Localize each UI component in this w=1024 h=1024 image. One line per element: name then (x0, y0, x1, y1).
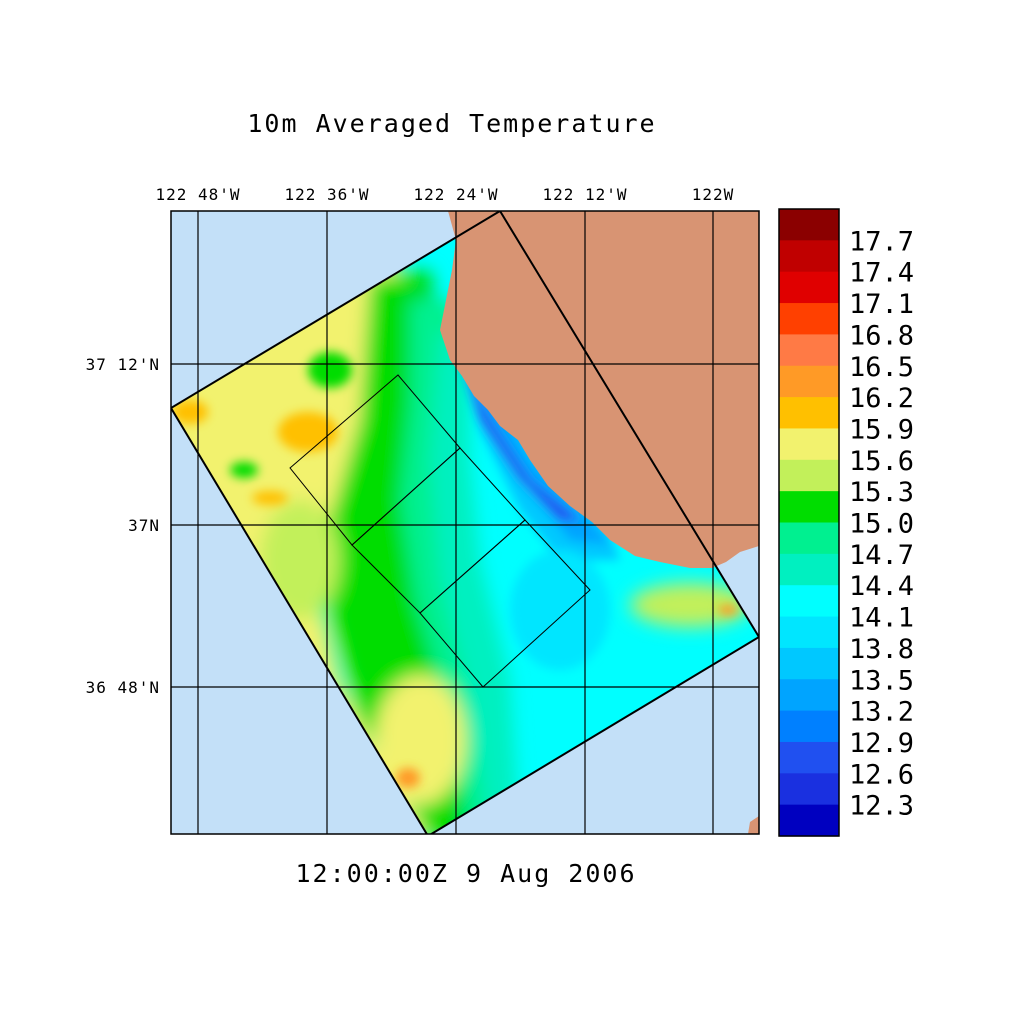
colorbar-swatch (779, 710, 839, 743)
colorbar-label: 12.6 (849, 759, 914, 790)
field-warm-patch-1 (278, 412, 338, 452)
colorbar-swatch (779, 491, 839, 524)
field-warm-patch-3 (252, 491, 288, 505)
colorbar-label: 16.5 (849, 352, 914, 383)
field-warm-patch-4 (396, 768, 420, 788)
field-cold-bay (510, 550, 610, 670)
colorbar-swatch (779, 459, 839, 492)
field-southern-warm (375, 675, 465, 805)
colorbar-swatch (779, 365, 839, 398)
lat-tick-label: 37 12'N (86, 355, 160, 374)
colorbar-swatch (779, 334, 839, 367)
land-mass-southeast (748, 816, 759, 834)
colorbar-label: 14.1 (849, 603, 914, 634)
colorbar-label: 15.9 (849, 415, 914, 446)
map-timestamp: 12:00:00Z 9 Aug 2006 (295, 859, 636, 888)
lon-tick-label: 122 24'W (413, 185, 498, 204)
colorbar-swatch (779, 428, 839, 461)
colorbar-swatch (779, 741, 839, 774)
lon-tick-label: 122 48'W (155, 185, 240, 204)
colorbar-label: 14.4 (849, 571, 914, 602)
colorbar-swatch (779, 773, 839, 806)
colorbar-swatch (779, 240, 839, 273)
nested-grid-boxes (289, 374, 591, 688)
lat-tick-label: 37N (128, 516, 160, 535)
colorbar-label: 15.6 (849, 446, 914, 477)
field-green-spot-2 (308, 352, 352, 388)
field-southeast-warm (630, 583, 750, 627)
colorbar-swatch (779, 397, 839, 430)
colorbar-swatch (779, 804, 839, 837)
colorbar-swatch (779, 616, 839, 649)
field-warm-patch-2 (172, 400, 208, 424)
colorbar-label: 12.3 (849, 791, 914, 822)
colorbar-labels: 17.717.417.116.816.516.215.915.615.315.0… (849, 226, 914, 821)
colorbar-label: 14.7 (849, 540, 914, 571)
colorbar-label: 16.8 (849, 320, 914, 351)
colorbar-swatch (779, 647, 839, 680)
model-domain-outline (171, 211, 759, 834)
colorbar-label: 12.9 (849, 728, 914, 759)
field-warm-patch-5 (718, 605, 738, 615)
lon-tick-labels: 122 48'W 122 36'W 122 24'W 122 12'W 122W (155, 185, 735, 204)
colorbar-label: 13.5 (849, 665, 914, 696)
lat-tick-label: 36 48'N (86, 678, 160, 697)
colorbar-label: 17.4 (849, 258, 914, 289)
field-green-spot-1 (230, 462, 258, 478)
colorbar-label: 17.7 (849, 226, 914, 257)
colorbar-swatch (779, 303, 839, 335)
colorbar-label: 17.1 (849, 289, 914, 320)
lon-tick-label: 122 12'W (542, 185, 627, 204)
field-teal-band (430, 330, 520, 834)
colorbar-border (778, 208, 840, 837)
colorbar-swatch (779, 271, 839, 304)
map-frame (171, 211, 759, 834)
colorbar-swatch (779, 553, 839, 586)
lat-tick-labels: 37 12'N 37N 36 48'N (86, 355, 160, 697)
land-mass (440, 211, 759, 568)
colorbar-swatch (779, 522, 839, 555)
colorbar-label: 13.8 (849, 634, 914, 665)
colorbar-label: 15.0 (849, 509, 914, 540)
colorbar-swatch (779, 679, 839, 712)
colorbar-label: 13.2 (849, 697, 914, 728)
colorbar (778, 208, 840, 837)
map-border (170, 210, 760, 835)
colorbar-label: 16.2 (849, 383, 914, 414)
lon-tick-label: 122 36'W (284, 185, 369, 204)
colorbar-swatch (779, 585, 839, 618)
lon-tick-label: 122W (692, 185, 735, 204)
colorbar-swatch (779, 209, 839, 241)
colorbar-label: 15.3 (849, 477, 914, 508)
map-title: 10m Averaged Temperature (247, 109, 656, 138)
